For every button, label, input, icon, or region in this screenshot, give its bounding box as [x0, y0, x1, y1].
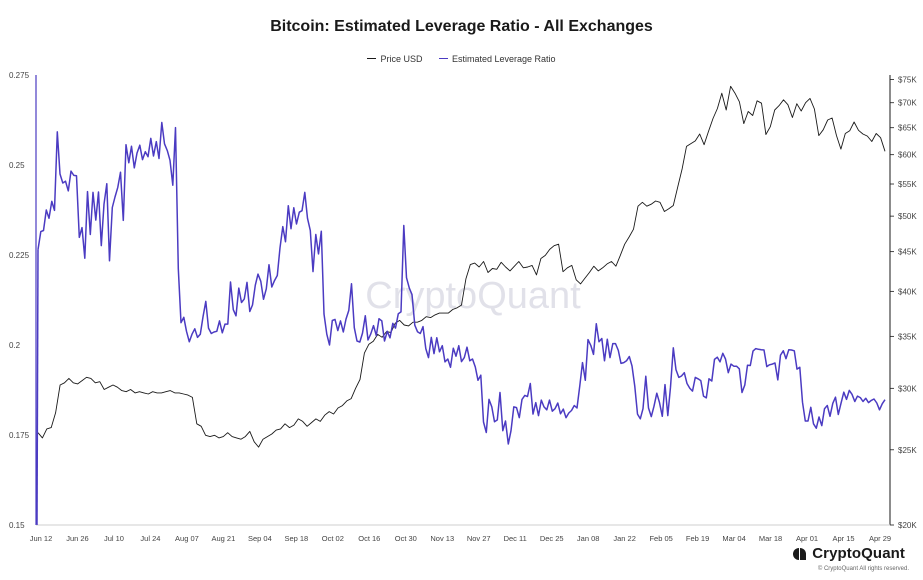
x-tick-label: Feb 05 [649, 534, 672, 543]
y-right-tick-label: $30K [898, 384, 917, 393]
x-tick-label: Apr 29 [869, 534, 891, 543]
legend-label-leverage: Estimated Leverage Ratio [451, 53, 556, 64]
x-tick-label: Oct 02 [322, 534, 344, 543]
x-tick-label: Jan 22 [613, 534, 636, 543]
legend-swatch-leverage [438, 58, 448, 59]
y-right-tick-label: $70K [898, 99, 917, 108]
legend: Price USD Estimated Leverage Ratio [0, 51, 923, 64]
leverage-ratio-line [37, 121, 886, 445]
y-left-tick-label: 0.175 [9, 431, 30, 440]
x-tick-label: Dec 25 [540, 534, 564, 543]
y-right-tick-label: $60K [898, 151, 917, 160]
y-left-tick-label: 0.275 [9, 71, 30, 80]
chart-title: Bitcoin: Estimated Leverage Ratio - All … [270, 18, 653, 35]
y-right-tick-label: $55K [898, 180, 917, 189]
y-right-tick-label: $45K [898, 248, 917, 257]
watermark-text: CryptoQuant [365, 275, 581, 317]
x-tick-label: Jun 12 [30, 534, 53, 543]
x-tick-label: Feb 19 [686, 534, 709, 543]
x-tick-label: Apr 01 [796, 534, 818, 543]
legend-swatch-price [367, 58, 377, 59]
legend-item-price[interactable]: Price USD [367, 54, 422, 64]
y-right-tick-label: $40K [898, 287, 917, 296]
price-usd-line [37, 85, 886, 448]
brand: CryptoQuant [791, 545, 905, 562]
x-tick-label: Jun 26 [66, 534, 89, 543]
y-left-tick-label: 0.15 [9, 521, 25, 530]
cryptoquant-logo-icon [793, 547, 807, 560]
legend-label-price: Price USD [380, 53, 423, 64]
x-tick-label: Jan 08 [577, 534, 600, 543]
x-tick-label: Mar 04 [722, 534, 745, 543]
y-right-tick-label: $50K [898, 212, 917, 221]
x-tick-label: Nov 27 [467, 534, 491, 543]
y-left-tick-label: 0.225 [9, 251, 30, 260]
x-tick-label: Jul 24 [140, 534, 160, 543]
x-tick-label: Apr 15 [832, 534, 854, 543]
y-right-tick-label: $75K [898, 75, 917, 84]
leverage-ratio-start-segment [36, 249, 39, 526]
y-right-tick-label: $20K [898, 521, 917, 530]
x-tick-label: Nov 13 [430, 534, 454, 543]
y-left-tick-label: 0.25 [9, 161, 25, 170]
x-tick-label: Dec 11 [504, 534, 527, 543]
y-left-tick-label: 0.2 [9, 341, 21, 350]
x-tick-label: Oct 30 [395, 534, 417, 543]
brand-name: CryptoQuant [812, 545, 905, 562]
y-right-tick-label: $35K [898, 332, 917, 341]
y-right-tick-label: $65K [898, 124, 917, 133]
x-tick-label: Sep 18 [284, 534, 308, 543]
x-tick-label: Sep 04 [248, 534, 272, 543]
x-tick-label: Aug 07 [175, 534, 199, 543]
copyright-text: © CryptoQuant All rights reserved. [817, 566, 909, 572]
x-tick-label: Jul 10 [104, 534, 124, 543]
x-tick-label: Oct 16 [358, 534, 380, 543]
x-tick-label: Aug 21 [212, 534, 236, 543]
y-right-tick-label: $25K [898, 446, 917, 455]
legend-item-leverage[interactable]: Estimated Leverage Ratio [438, 53, 556, 64]
x-tick-label: Mar 18 [759, 534, 782, 543]
